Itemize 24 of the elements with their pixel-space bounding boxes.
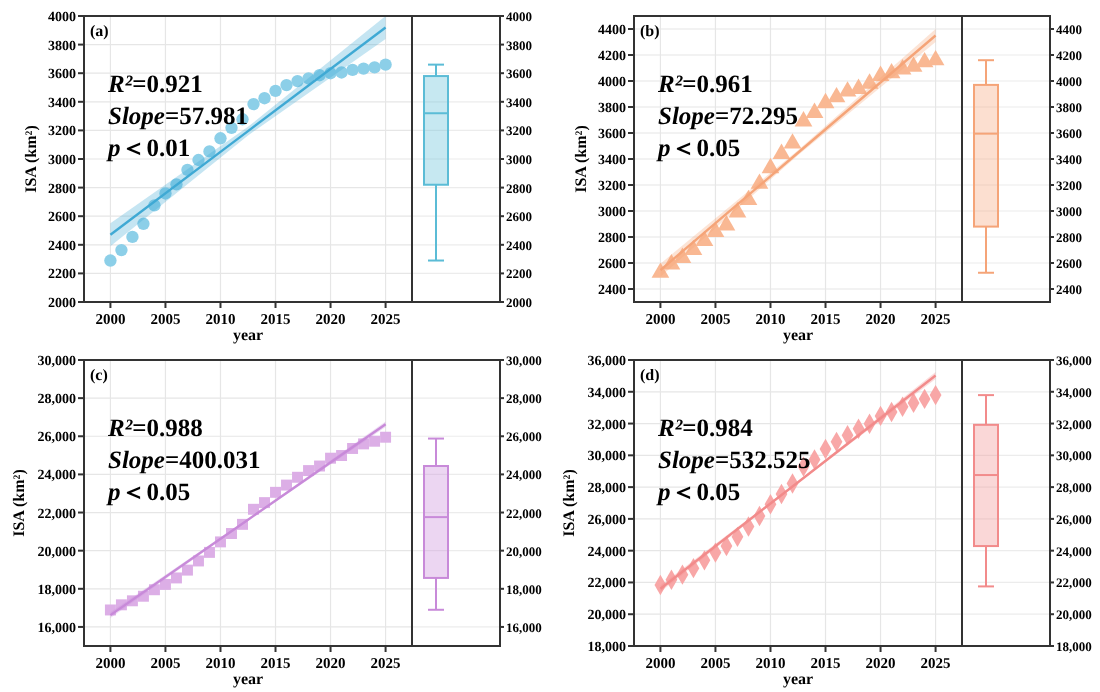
annotation: p＜0.05	[106, 478, 191, 506]
y-axis-title: ISA (km²)	[560, 468, 578, 537]
x-axis-title: year	[782, 326, 814, 344]
annotation: R²=0.984	[656, 414, 755, 442]
y-axis-title: ISA (km²)	[572, 124, 590, 193]
y-axis-title: ISA (km²)	[10, 468, 28, 537]
annotation: Slope=532.525	[658, 446, 811, 474]
annotation: Slope=72.295	[658, 102, 798, 130]
annotation: p＜0.05	[656, 134, 741, 162]
x-axis-title: year	[232, 670, 264, 688]
x-axis-title: year	[782, 670, 814, 688]
annotation: (d)	[640, 366, 661, 384]
annotation: (c)	[90, 366, 109, 384]
y-axis-title: ISA (km²)	[22, 124, 40, 193]
annotation: p＜0.05	[656, 478, 741, 506]
annotation: (a)	[90, 22, 110, 40]
annotation: Slope=400.031	[108, 446, 261, 474]
annotation: R²=0.988	[106, 414, 203, 442]
annotation: R²=0.921	[106, 70, 203, 98]
annotation: R²=0.961	[656, 70, 753, 98]
annotation: (b)	[640, 22, 661, 40]
x-axis-title: year	[232, 326, 264, 344]
annotation: p＜0.01	[106, 134, 191, 162]
annotation: Slope=57.981	[108, 102, 248, 130]
